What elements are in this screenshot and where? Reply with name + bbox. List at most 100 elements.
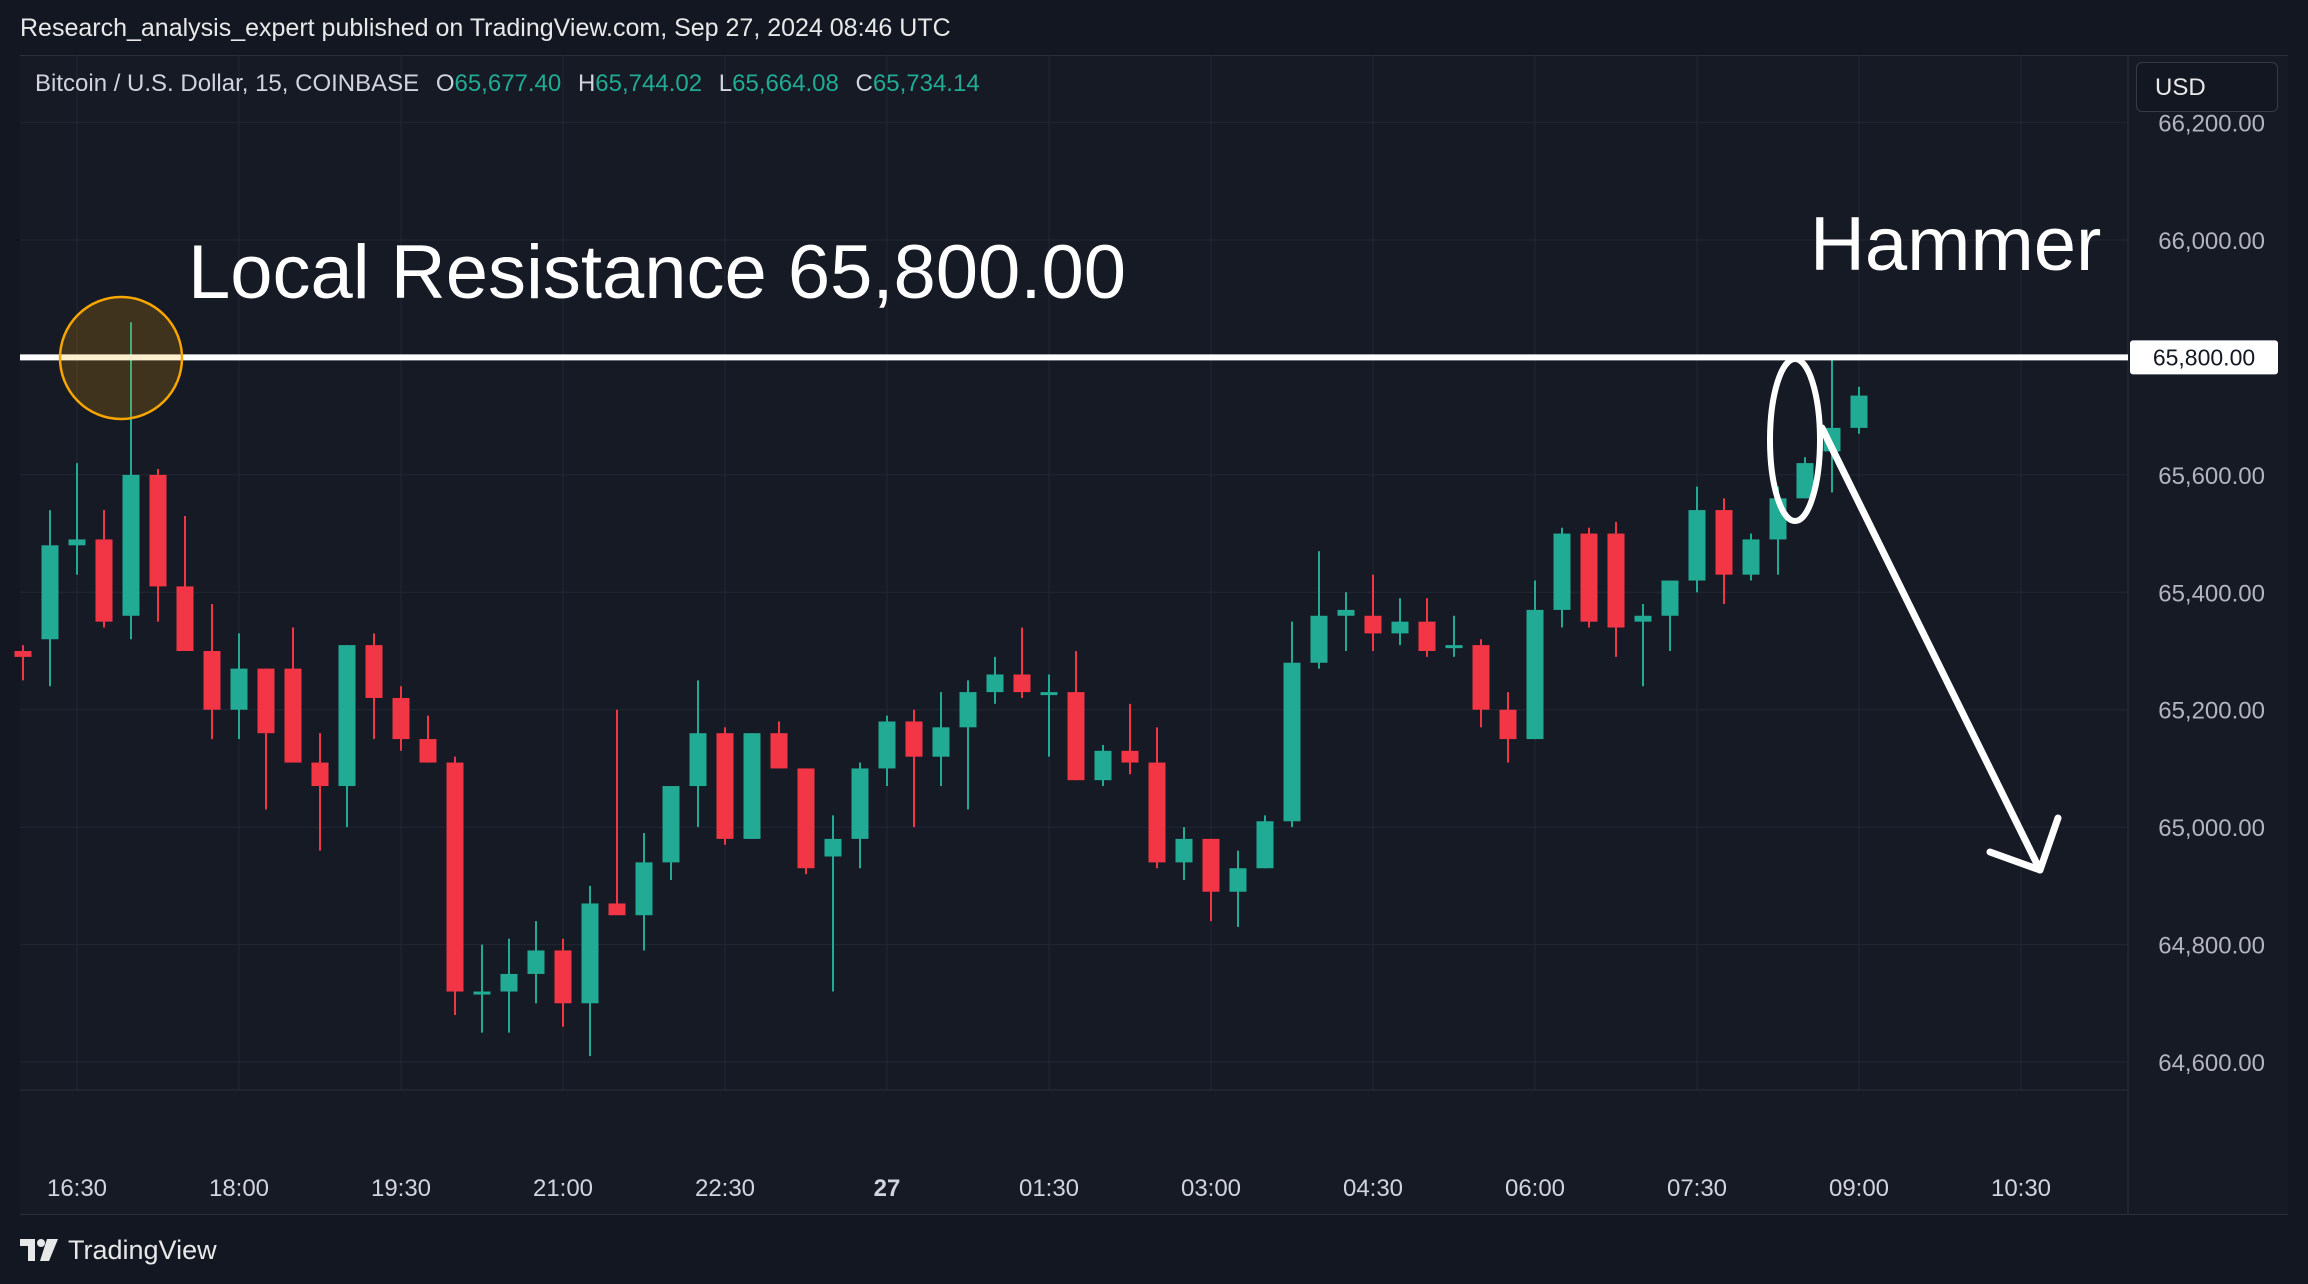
- candle-body: [1391, 621, 1409, 634]
- candle-body: [1364, 615, 1382, 634]
- candle: [959, 680, 977, 810]
- candle-body: [311, 762, 329, 787]
- candle-body: [1472, 645, 1490, 710]
- candle-body: [473, 991, 491, 995]
- candle-body: [41, 545, 59, 640]
- candle: [1202, 838, 1220, 922]
- candle-body: [1526, 609, 1544, 740]
- price-axis: 66,200.00 66,000.00 65,600.00 65,400.00 65,2…: [2158, 111, 2265, 1077]
- time-tick-label: 06:00: [1505, 1175, 1565, 1202]
- candle-body: [1310, 615, 1328, 663]
- resistance-label: Local Resistance 65,800.00: [188, 230, 1126, 315]
- candle-body: [1634, 615, 1652, 622]
- candle-body: [284, 668, 302, 763]
- candle: [1364, 574, 1382, 651]
- candle: [1391, 598, 1409, 646]
- candle: [905, 709, 923, 828]
- candle: [1499, 692, 1517, 763]
- candle: [527, 921, 545, 1004]
- candle: [1256, 815, 1274, 869]
- candle-body: [14, 651, 32, 657]
- close-label: C: [855, 70, 873, 97]
- candle: [1337, 592, 1355, 651]
- currency-button[interactable]: USD: [2136, 62, 2278, 112]
- candle-body: [149, 474, 167, 587]
- price-tick-label: 66,200.00: [2158, 111, 2265, 138]
- candle-body: [1580, 533, 1598, 622]
- candle-body: [419, 739, 437, 763]
- candle: [392, 686, 410, 751]
- candle-body: [1688, 510, 1706, 581]
- candle-body: [581, 903, 599, 1004]
- candle: [338, 645, 356, 828]
- candle: [1418, 598, 1436, 657]
- candle-body: [95, 539, 113, 622]
- candle-body: [716, 733, 734, 839]
- candle: [1553, 527, 1571, 628]
- time-tick-label: 21:00: [533, 1175, 593, 1202]
- candle: [1067, 651, 1085, 781]
- candle: [203, 604, 221, 740]
- candle: [176, 515, 194, 651]
- candle-body: [1202, 838, 1220, 892]
- candle-body: [743, 733, 761, 839]
- candle-body: [1175, 838, 1193, 863]
- price-tick-label: 66,000.00: [2158, 228, 2265, 255]
- candle-body: [770, 733, 788, 769]
- candle: [230, 633, 248, 740]
- candle-body: [392, 697, 410, 740]
- hammer-highlight-ellipse: [1767, 356, 1823, 524]
- candles: [14, 322, 1868, 1057]
- candle-body: [635, 862, 653, 916]
- candle-body: [230, 668, 248, 710]
- candle-body: [905, 721, 923, 757]
- candle-body: [1553, 533, 1571, 610]
- candle: [986, 656, 1004, 704]
- footer-logo[interactable]: TradingView: [20, 1235, 217, 1265]
- candle: [1472, 639, 1490, 728]
- candle-body: [1283, 662, 1301, 822]
- candle: [689, 680, 707, 828]
- symbol-name: Bitcoin / U.S. Dollar, 15, COINBASE: [35, 70, 420, 97]
- candle: [797, 768, 815, 875]
- candle: [149, 468, 167, 622]
- candle: [68, 463, 86, 575]
- candle: [1229, 850, 1247, 927]
- candle: [1742, 533, 1760, 581]
- time-tick-label: 10:30: [1991, 1175, 2051, 1202]
- candle-body: [527, 950, 545, 974]
- candle: [932, 692, 950, 787]
- candle: [1661, 580, 1679, 651]
- price-tick-label: 64,600.00: [2158, 1050, 2265, 1077]
- candle-body: [986, 674, 1004, 693]
- resistance-price-tag-label: 65,800.00: [2153, 344, 2255, 370]
- candle: [122, 322, 140, 640]
- candle-body: [1499, 709, 1517, 740]
- candle: [1013, 627, 1031, 698]
- candle-body: [1715, 510, 1733, 575]
- candle-body: [554, 950, 572, 1004]
- candle: [500, 938, 518, 1033]
- price-tick-label: 65,000.00: [2158, 815, 2265, 842]
- candle: [851, 762, 869, 869]
- candle: [716, 727, 734, 845]
- time-tick-label: 03:00: [1181, 1175, 1241, 1202]
- candle: [1040, 674, 1058, 757]
- candle-body: [959, 692, 977, 728]
- candle-body: [1121, 750, 1139, 763]
- high-label: H: [577, 70, 596, 97]
- candle: [1634, 604, 1652, 687]
- candle: [770, 721, 788, 769]
- candle-body: [1742, 539, 1760, 575]
- candle: [1526, 580, 1544, 740]
- candle-body: [338, 645, 356, 787]
- candle-body: [176, 586, 194, 651]
- candle-body: [1148, 762, 1166, 863]
- candle: [1688, 486, 1706, 593]
- candle-body: [1445, 645, 1463, 649]
- chart-frame: [20, 55, 2288, 1215]
- candle: [1580, 527, 1598, 628]
- resistance-price-tag: 65,800.00: [2130, 340, 2278, 375]
- candle-body: [203, 651, 221, 710]
